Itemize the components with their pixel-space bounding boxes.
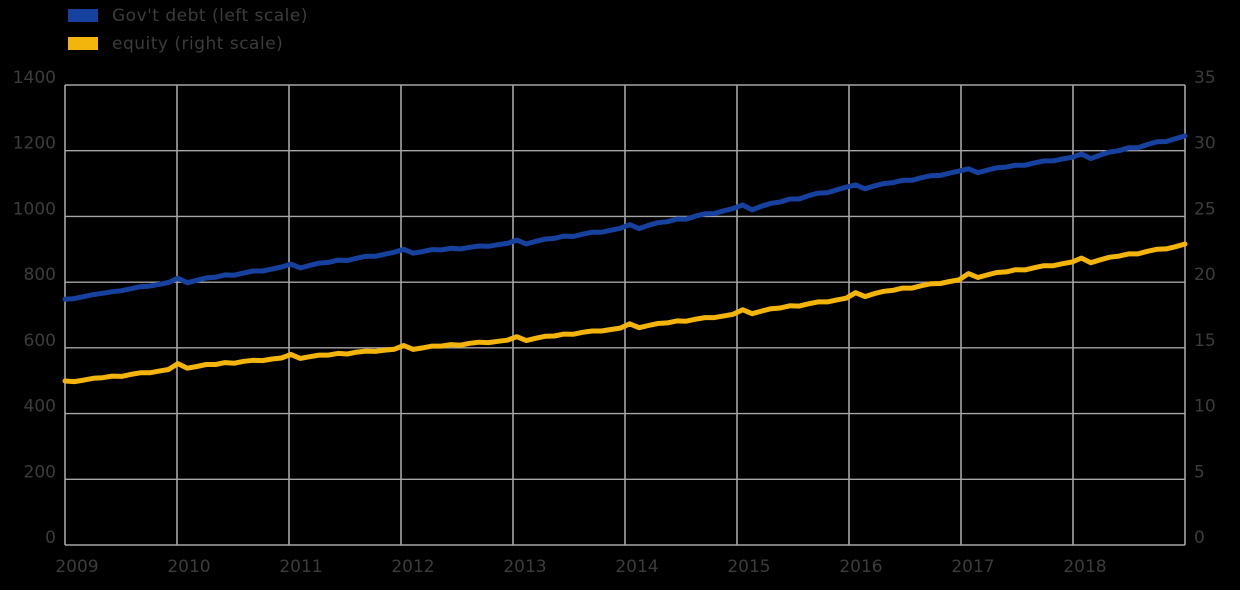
legend-label: equity (right scale) xyxy=(112,33,284,54)
legend-item-1: equity (right scale) xyxy=(68,33,308,54)
x-axis-tick-label: 2014 xyxy=(615,557,658,577)
y-axis-right-tick-label: 5 xyxy=(1194,462,1205,482)
y-axis-right-tick-label: 15 xyxy=(1194,331,1216,351)
y-axis-left-tick-label: 1000 xyxy=(13,199,56,219)
legend-item-0: Gov't debt (left scale) xyxy=(68,5,308,26)
x-axis-tick-label: 2009 xyxy=(55,557,98,577)
x-axis-tick-label: 2018 xyxy=(1063,557,1106,577)
x-axis-tick-label: 2010 xyxy=(167,557,210,577)
legend-swatch xyxy=(68,9,98,22)
y-axis-left-tick-label: 1400 xyxy=(13,68,56,88)
chart-legend: Gov't debt (left scale) equity (right sca… xyxy=(68,5,308,54)
x-axis-tick-label: 2011 xyxy=(279,557,322,577)
series-line-0 xyxy=(62,133,1188,302)
y-axis-left-tick-label: 1200 xyxy=(13,134,56,154)
x-axis-tick-label: 2013 xyxy=(503,557,546,577)
y-axis-right-tick-label: 10 xyxy=(1194,397,1216,417)
y-axis-right-tick-label: 0 xyxy=(1194,528,1205,548)
x-axis-tick-label: 2017 xyxy=(951,557,994,577)
x-axis-tick-label: 2016 xyxy=(839,557,882,577)
x-axis-tick-label: 2012 xyxy=(391,557,434,577)
y-axis-right-tick-label: 35 xyxy=(1194,68,1216,88)
y-axis-right-tick-label: 20 xyxy=(1194,265,1216,285)
y-axis-left-tick-label: 400 xyxy=(24,397,56,417)
series-line-1 xyxy=(62,241,1188,385)
x-axis-tick-label: 2015 xyxy=(727,557,770,577)
y-axis-right-tick-label: 25 xyxy=(1194,199,1216,219)
y-axis-right-tick-label: 30 xyxy=(1194,134,1216,154)
y-axis-left-tick-label: 600 xyxy=(24,331,56,351)
y-axis-left-tick-label: 200 xyxy=(24,462,56,482)
y-axis-left-tick-label: 0 xyxy=(45,528,56,548)
legend-swatch xyxy=(68,37,98,50)
legend-label: Gov't debt (left scale) xyxy=(112,5,308,26)
y-axis-left-tick-label: 800 xyxy=(24,265,56,285)
